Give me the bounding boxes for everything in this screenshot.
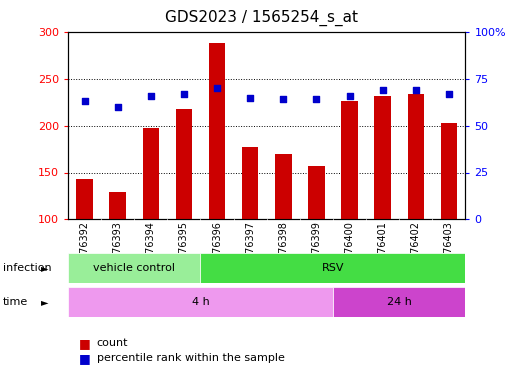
Point xyxy=(81,98,89,104)
Text: RSV: RSV xyxy=(322,263,344,273)
Text: GDS2023 / 1565254_s_at: GDS2023 / 1565254_s_at xyxy=(165,9,358,26)
Point xyxy=(146,93,155,99)
Text: 24 h: 24 h xyxy=(387,297,412,307)
Point xyxy=(279,96,288,102)
Text: ►: ► xyxy=(41,297,48,307)
Bar xyxy=(76,179,93,219)
Text: infection: infection xyxy=(3,263,51,273)
Bar xyxy=(440,123,457,219)
Bar xyxy=(209,43,225,219)
Point xyxy=(379,87,387,93)
Bar xyxy=(275,154,292,219)
Text: count: count xyxy=(97,338,128,348)
Bar xyxy=(341,101,358,219)
Bar xyxy=(200,253,465,283)
Bar xyxy=(308,166,325,219)
Bar xyxy=(142,128,159,219)
Bar xyxy=(407,94,424,219)
Point xyxy=(412,87,420,93)
Bar xyxy=(109,192,126,219)
Point xyxy=(445,91,453,97)
Text: time: time xyxy=(3,297,28,307)
Bar xyxy=(68,287,333,317)
Text: ■: ■ xyxy=(78,352,90,364)
Bar xyxy=(374,96,391,219)
Text: percentile rank within the sample: percentile rank within the sample xyxy=(97,353,285,363)
Point xyxy=(113,104,122,110)
Text: ■: ■ xyxy=(78,337,90,350)
Bar xyxy=(333,287,465,317)
Bar xyxy=(176,109,192,219)
Point xyxy=(213,85,221,91)
Point xyxy=(246,94,254,100)
Text: 4 h: 4 h xyxy=(191,297,209,307)
Point xyxy=(180,91,188,97)
Text: vehicle control: vehicle control xyxy=(93,263,175,273)
Point xyxy=(312,96,321,102)
Bar xyxy=(68,253,200,283)
Point xyxy=(345,93,354,99)
Text: ►: ► xyxy=(41,263,48,273)
Bar xyxy=(242,147,258,219)
